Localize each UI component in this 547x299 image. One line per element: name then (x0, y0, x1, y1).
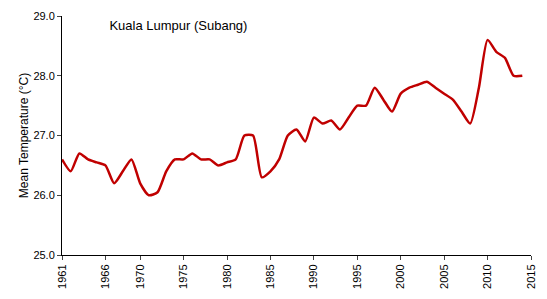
svg-text:28.0: 28.0 (33, 70, 54, 82)
svg-text:1961: 1961 (56, 264, 68, 288)
svg-text:29.0: 29.0 (33, 10, 54, 22)
svg-text:Kuala Lumpur (Subang): Kuala Lumpur (Subang) (109, 18, 247, 33)
svg-text:2015: 2015 (525, 264, 537, 288)
svg-text:1970: 1970 (134, 264, 146, 288)
svg-text:Mean Temperature (°C): Mean Temperature (°C) (17, 73, 31, 198)
svg-text:2005: 2005 (438, 264, 450, 288)
svg-text:1995: 1995 (351, 264, 363, 288)
svg-text:1985: 1985 (264, 264, 276, 288)
svg-text:2010: 2010 (481, 264, 493, 288)
svg-text:25.0: 25.0 (33, 249, 54, 261)
svg-text:27.0: 27.0 (33, 129, 54, 141)
svg-text:1990: 1990 (307, 264, 319, 288)
svg-text:1966: 1966 (99, 264, 111, 288)
svg-text:2000: 2000 (394, 264, 406, 288)
svg-text:1980: 1980 (221, 264, 233, 288)
svg-text:26.0: 26.0 (33, 189, 54, 201)
svg-text:1975: 1975 (177, 264, 189, 288)
